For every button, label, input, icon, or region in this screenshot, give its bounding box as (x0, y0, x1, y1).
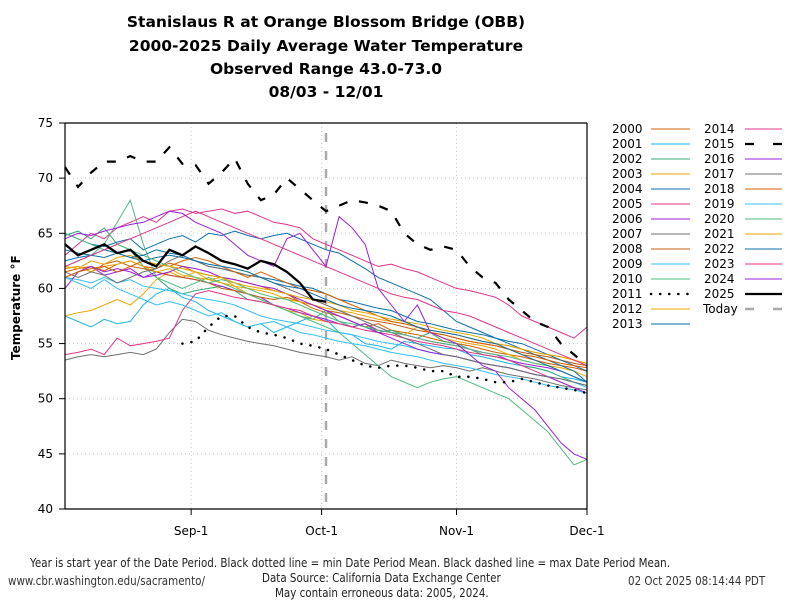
legend-label: 2004 (612, 182, 643, 196)
legend-label: 2021 (704, 227, 735, 241)
y-tick-label: 45 (38, 447, 53, 461)
x-tick-label: Sep-1 (174, 524, 209, 538)
series-line-2025 (64, 242, 327, 303)
legend-label: 2012 (612, 302, 643, 316)
y-tick-label: 40 (38, 502, 53, 516)
footer-url-link[interactable]: www.cbr.washington.edu/sacramento/ (8, 574, 205, 588)
series-line-2003 (64, 271, 588, 378)
legend-label: 2002 (612, 152, 643, 166)
y-tick-label: 55 (38, 337, 53, 351)
legend-label: Today (702, 302, 738, 316)
chart-title-line-4: 08/03 - 12/01 (268, 83, 384, 101)
legend: 2000200120022003200420052006200720082009… (612, 122, 782, 331)
legend-label: 2010 (612, 272, 643, 286)
series-line-2020 (64, 232, 588, 383)
y-tick-label: 70 (38, 171, 53, 185)
y-axis-label: Temperature °F (9, 255, 23, 360)
legend-label: 2019 (704, 197, 735, 211)
x-tick-label: Dec-1 (569, 524, 604, 538)
series-line-2004 (64, 230, 588, 383)
chart-title-line-1: Stanislaus R at Orange Blossom Bridge (O… (126, 13, 526, 31)
legend-label: 2009 (612, 257, 643, 271)
series-layer (64, 133, 589, 509)
legend-label: 2018 (704, 182, 735, 196)
series-line-2022 (64, 249, 588, 383)
legend-label: 2011 (612, 287, 643, 301)
legend-label: 2015 (704, 137, 735, 151)
legend-label: 2003 (612, 167, 643, 181)
footer-note: Year is start year of the Date Period. B… (30, 556, 670, 570)
legend-label: 2014 (704, 122, 735, 136)
footer-data-source: Data Source: California Data Exchange Ce… (262, 571, 501, 585)
legend-label: 2022 (704, 242, 735, 256)
x-tick-label: Oct-1 (305, 524, 338, 538)
y-tick-label: 60 (38, 281, 53, 295)
legend-label: 2020 (704, 212, 735, 226)
axes: 40 45 50 55 60 65 70 75 Sep-1 Oct-1 Nov-1 Dec-1 (38, 116, 605, 538)
y-tick-label: 65 (38, 226, 53, 240)
legend-label: 2006 (612, 212, 643, 226)
y-tick-label: 75 (38, 116, 53, 130)
series-line-2015 (64, 145, 588, 367)
series-line-2005 (64, 208, 588, 339)
series-line-2014 (64, 290, 588, 394)
series-line-2010 (64, 198, 588, 466)
series-line-2006 (64, 265, 588, 383)
footer-timestamp: 02 Oct 2025 08:14:44 PDT (628, 574, 766, 588)
x-tick-label: Nov-1 (439, 524, 474, 538)
legend-label: 2023 (704, 257, 735, 271)
series-line-2024 (64, 210, 588, 460)
series-line-2017 (64, 254, 588, 386)
chart-title-line-2: 2000-2025 Daily Average Water Temperatur… (128, 37, 524, 55)
legend-label: 2007 (612, 227, 643, 241)
legend-label: 2024 (704, 272, 735, 286)
legend-label: 2013 (612, 317, 643, 331)
legend-label: 2005 (612, 197, 643, 211)
series-line-2011 (181, 314, 589, 395)
footer-erroneous-note: May contain erroneous data: 2005, 2024. (275, 586, 489, 600)
series-line-2019 (64, 276, 588, 394)
legend-label: 2000 (612, 122, 643, 136)
series-line-2012 (64, 260, 588, 364)
y-tick-label: 50 (38, 392, 53, 406)
series-line-2000 (64, 260, 588, 372)
legend-label: 2001 (612, 137, 643, 151)
legend-label: 2008 (612, 242, 643, 256)
legend-label: 2016 (704, 152, 735, 166)
legend-label: 2017 (704, 167, 735, 181)
chart-title-line-3: Observed Range 43.0-73.0 (209, 60, 443, 78)
legend-label: 2025 (704, 287, 735, 301)
series-line-2002 (64, 227, 588, 386)
series-line-2007 (64, 318, 588, 391)
